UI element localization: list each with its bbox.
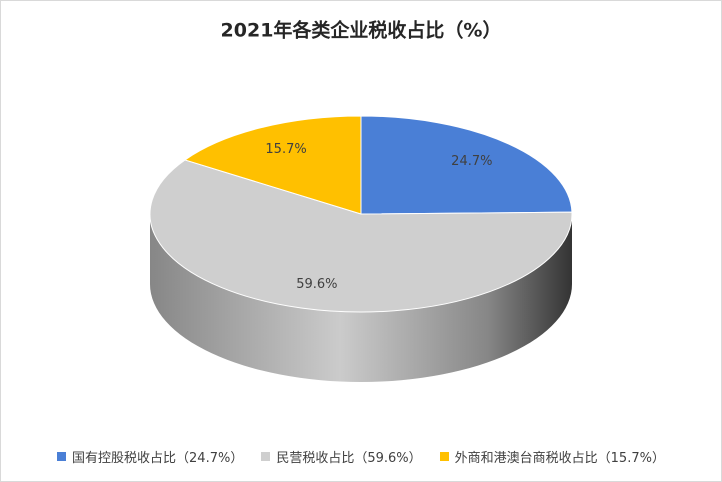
slice: [183, 115, 362, 215]
legend-label: 外商和港澳台商税收占比（15.7%）: [454, 451, 665, 466]
value-label: 15.7%: [265, 142, 306, 157]
legend-item: 国有控股税收占比（24.7%）: [57, 447, 243, 466]
plot: 2021年各类企业税收占比（%） 24.7% 59.6% 15.7%: [149, 19, 573, 382]
slice: [149, 159, 573, 313]
legend-swatch: [439, 452, 449, 461]
side-shading: [150, 214, 572, 382]
value-label: 59.6%: [296, 277, 337, 292]
legend-item: 外商和港澳台商税收占比（15.7%）: [439, 447, 665, 466]
legend-item: 民营税收占比（59.6%）: [261, 447, 422, 466]
legend-swatch: [57, 452, 67, 461]
legend-label: 国有控股税收占比（24.7%）: [72, 451, 244, 466]
slice: [360, 115, 573, 215]
chart-title: 2021年各类企业税收占比（%）: [221, 19, 502, 42]
value-label: 24.7%: [451, 154, 492, 169]
legend-swatch: [261, 452, 271, 461]
legend-label: 民营税收占比（59.6%）: [276, 451, 422, 466]
legend: 国有控股税收占比（24.7%） 民营税收占比（59.6%） 外商和港澳台商税收占比（…: [1, 447, 721, 466]
